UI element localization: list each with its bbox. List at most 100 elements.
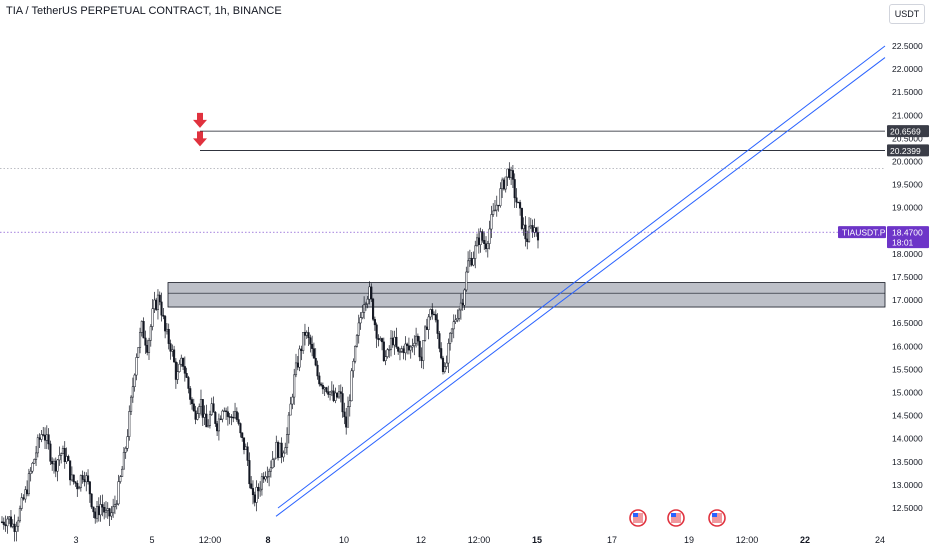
candle [15,521,18,542]
candle [63,441,66,469]
candle [393,330,396,355]
down-arrow-icon[interactable] [193,112,207,128]
candle [106,502,109,519]
candle [212,396,215,413]
candle-body [76,483,79,490]
candle-body [86,475,90,482]
candle-body [250,483,253,489]
candle [363,296,366,320]
candle [45,425,48,450]
candle-body [481,231,484,241]
candle [474,240,477,269]
candle-body [490,214,493,230]
candle-body [216,423,219,432]
y-tick-label: 13.5000 [892,457,923,467]
candle [130,395,133,415]
candle-body [31,462,34,472]
candle [502,177,505,191]
us-flag-icon[interactable] [629,509,647,527]
level-price-label: 20.6569 [890,127,921,137]
trendline[interactable] [277,45,886,509]
candle [483,231,486,250]
candle [164,315,167,339]
candle [189,386,192,405]
us-flag-icon[interactable] [708,509,726,527]
candle-body [22,497,25,500]
candle-body [346,406,350,428]
candle-body [416,335,419,342]
candle [225,407,228,420]
candle-body [307,332,310,338]
candle-body [332,390,335,401]
us-flag-icon[interactable] [667,509,685,527]
candle-body [131,386,134,398]
x-tick-label: 15 [532,535,542,545]
candle-body [476,237,479,247]
candle [128,405,131,441]
candle-body [488,228,491,244]
candle [207,419,210,428]
candle [36,434,39,458]
candle-body [321,385,324,390]
y-tick-label: 16.5000 [892,318,923,328]
candle [142,317,145,339]
candle [17,516,20,532]
candle-body [253,494,256,503]
candle-body [121,468,124,477]
candle [506,168,509,186]
candle [27,468,30,497]
candle [90,493,93,509]
candle [138,327,142,354]
candle-body [140,321,143,333]
candle-body [70,474,73,481]
trendline[interactable] [275,57,886,517]
candle [24,486,27,503]
y-tick-label: 13.0000 [892,480,923,490]
down-arrow-icon[interactable] [193,131,207,147]
candle [76,480,79,497]
candle-body [164,316,167,332]
candle-body [174,361,177,380]
candle [346,396,350,428]
candle-body [33,459,36,464]
candle-body [420,356,423,361]
x-tick-label: 19 [684,535,694,545]
candle [380,337,384,351]
candle-body [133,374,136,387]
candle-body [302,332,305,351]
candle [173,345,176,363]
candle-body [60,453,63,456]
candle [476,233,479,247]
zone-rect[interactable] [167,282,886,308]
support-resistance-zone [167,282,886,308]
candle-body [502,179,505,190]
candle-body [122,451,125,470]
candle [465,266,468,292]
candle-body [18,508,21,522]
candle-body [536,232,540,241]
candle-body [251,488,255,496]
candle-body [325,387,328,392]
x-tick-label: 12:00 [199,535,222,545]
candle [330,381,333,397]
candle-body [260,476,263,490]
candle [522,217,525,236]
candle-body [180,357,183,365]
candle [510,166,513,186]
candle-body [355,335,358,347]
candle [26,480,29,497]
candle [92,506,95,518]
candle [531,219,534,238]
candle [495,195,498,217]
candle-body [259,488,262,492]
candle-body [244,446,247,450]
candle-body [192,403,195,412]
candle [293,368,296,405]
candle [515,188,518,209]
candle [384,350,387,366]
candle [337,385,341,400]
currency-button[interactable]: USDT [889,4,925,24]
y-tick-label: 18.0000 [892,249,923,259]
price-axis: 12.5000 13.0000 13.5000 14.0000 14.5000 15.00… [892,41,923,513]
